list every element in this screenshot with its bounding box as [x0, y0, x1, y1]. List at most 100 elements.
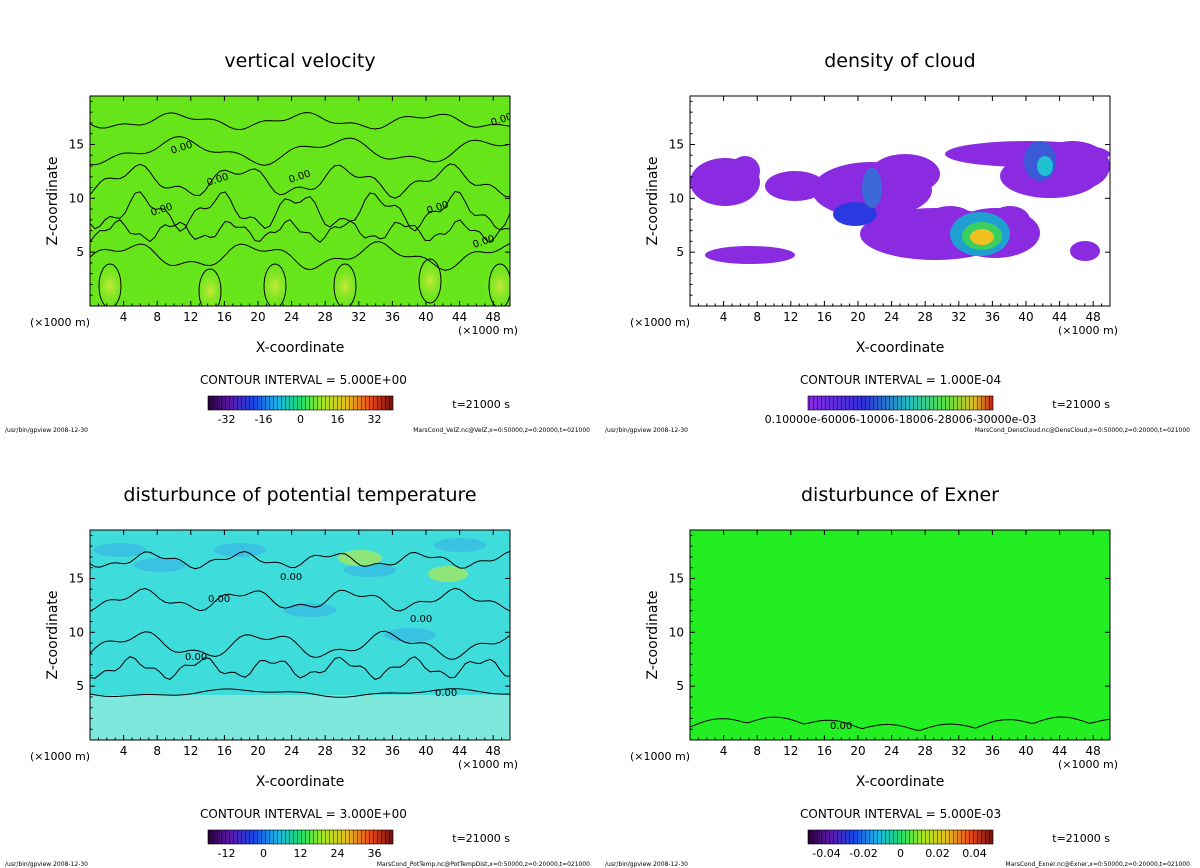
cool-patch	[384, 628, 436, 642]
x-axis-label: X-coordinate	[256, 774, 345, 790]
velocity-core	[257, 260, 293, 306]
x-tick-label: 28	[918, 310, 933, 324]
cloud-patch	[1070, 241, 1100, 261]
contour-line	[90, 190, 510, 232]
x-tick-label: 12	[183, 310, 198, 324]
colorbar-label: -12	[218, 847, 236, 860]
cool-patch	[344, 563, 396, 577]
x-tick-label: 48	[1086, 744, 1101, 758]
x-tick-label: 44	[1052, 744, 1067, 758]
panel-vertical-velocity: vertical velocity 0.000.000.000.000.000.0…	[5, 50, 590, 434]
x-tick-label: 44	[452, 310, 467, 324]
y-tick-label: 10	[669, 625, 684, 639]
contour-loop	[198, 268, 222, 306]
colorbar-label: 0.10000e-60006-10006-18006-28006-30000e-…	[765, 413, 1037, 426]
x-tick-label: 40	[418, 744, 433, 758]
cloud-patch	[870, 154, 940, 194]
colorbar-segments	[808, 396, 993, 410]
contour-interval: CONTOUR INTERVAL = 1.000E-04	[800, 373, 1001, 387]
panel-potential-temperature: disturbunce of potential temperature 0.00…	[5, 484, 590, 868]
footer-left: /usr/bin/gpview 2008-12-30	[5, 861, 88, 868]
contour-label: 0.00	[490, 112, 515, 129]
x-tick-label: 16	[817, 744, 832, 758]
contour-loop	[333, 263, 357, 306]
chart-title: disturbunce of Exner	[801, 484, 999, 506]
contour-label: 0.00	[280, 572, 302, 583]
contour-loop	[263, 263, 287, 306]
x-tick-label: 12	[783, 744, 798, 758]
colorbar-label: -32	[218, 413, 236, 426]
y-axis-label: Z-coordinate	[645, 590, 661, 679]
x-tick-label: 28	[318, 744, 333, 758]
cool-patch	[134, 558, 186, 572]
y-tick-label: 10	[69, 191, 84, 205]
y-tick-label: 15	[669, 137, 684, 151]
colorbar-label: 0	[897, 847, 904, 860]
surface-band	[90, 695, 510, 740]
y-axis-label: Z-coordinate	[645, 156, 661, 245]
chart-title: vertical velocity	[224, 50, 375, 72]
x-tick-label: 4	[720, 310, 728, 324]
x-tick-label: 32	[951, 310, 966, 324]
velocity-core	[327, 260, 363, 306]
velocity-core	[92, 260, 128, 306]
x-tick-label: 32	[951, 744, 966, 758]
colorbar-label: 0.04	[962, 847, 987, 860]
y-tick-label: 15	[69, 571, 84, 585]
chart-title: disturbunce of potential temperature	[123, 484, 476, 506]
x-unit-left: (×1000 m)	[630, 316, 690, 329]
x-tick-label: 8	[753, 310, 761, 324]
cloud-patch	[765, 171, 825, 201]
x-tick-label: 48	[486, 310, 501, 324]
x-tick-label: 48	[1086, 310, 1101, 324]
x-tick-label: 32	[351, 310, 366, 324]
x-tick-label: 20	[250, 744, 265, 758]
colorbar-label: 32	[368, 413, 382, 426]
time-label: t=21000 s	[452, 398, 510, 411]
field-layer: 0.00	[690, 530, 1110, 740]
x-axis-label: X-coordinate	[856, 340, 945, 356]
x-tick-label: 36	[985, 310, 1000, 324]
y-tick-label: 10	[669, 191, 684, 205]
x-unit-left: (×1000 m)	[630, 750, 690, 763]
x-tick-label: 40	[1018, 310, 1033, 324]
x-tick-label: 32	[351, 744, 366, 758]
warm-patch	[338, 550, 382, 566]
time-label: t=21000 s	[452, 832, 510, 845]
x-unit-right: (×1000 m)	[458, 324, 518, 337]
x-unit-right: (×1000 m)	[458, 758, 518, 771]
cloud-core	[833, 202, 877, 226]
x-tick-label: 40	[418, 310, 433, 324]
y-tick-label: 15	[69, 137, 84, 151]
footer-right: MarsCond_VelZ.nc@VelZ,x=0:50000,z=0:2000…	[413, 427, 590, 434]
contour-interval: CONTOUR INTERVAL = 5.000E-03	[800, 807, 1001, 821]
chart-title: density of cloud	[824, 50, 976, 72]
x-tick-label: 20	[850, 310, 865, 324]
field-layer: 0.00 0.00 0.00 0.00 0.00	[90, 530, 510, 740]
x-tick-label: 16	[217, 744, 232, 758]
x-unit-right: (×1000 m)	[1058, 758, 1118, 771]
contour-label: 0.00	[185, 652, 207, 663]
footer-left: /usr/bin/gpview 2008-12-30	[605, 427, 688, 434]
x-tick-label: 4	[120, 310, 128, 324]
colorbar-label: -0.02	[849, 847, 877, 860]
colorbar-label: -16	[255, 413, 273, 426]
colorbar-segments	[208, 396, 393, 410]
colorbar-label: 0.02	[925, 847, 950, 860]
contour-line	[90, 630, 510, 660]
time-label: t=21000 s	[1052, 398, 1110, 411]
x-tick-label: 20	[250, 310, 265, 324]
x-tick-label: 8	[753, 744, 761, 758]
footer-right: MarsCond_PotTemp.nc@PotTempDist,x=0:5000…	[377, 861, 590, 868]
field-layer: 0.000.000.000.000.000.000.00	[90, 96, 515, 306]
warm-patch	[428, 566, 468, 582]
contour-line	[90, 550, 510, 570]
x-tick-label: 8	[153, 310, 161, 324]
contour-line	[90, 241, 510, 271]
y-tick-label: 5	[676, 679, 684, 693]
contour-loop	[488, 263, 510, 306]
contour-line	[90, 688, 510, 698]
cloud-patch	[705, 246, 795, 264]
y-tick-label: 5	[76, 245, 84, 259]
